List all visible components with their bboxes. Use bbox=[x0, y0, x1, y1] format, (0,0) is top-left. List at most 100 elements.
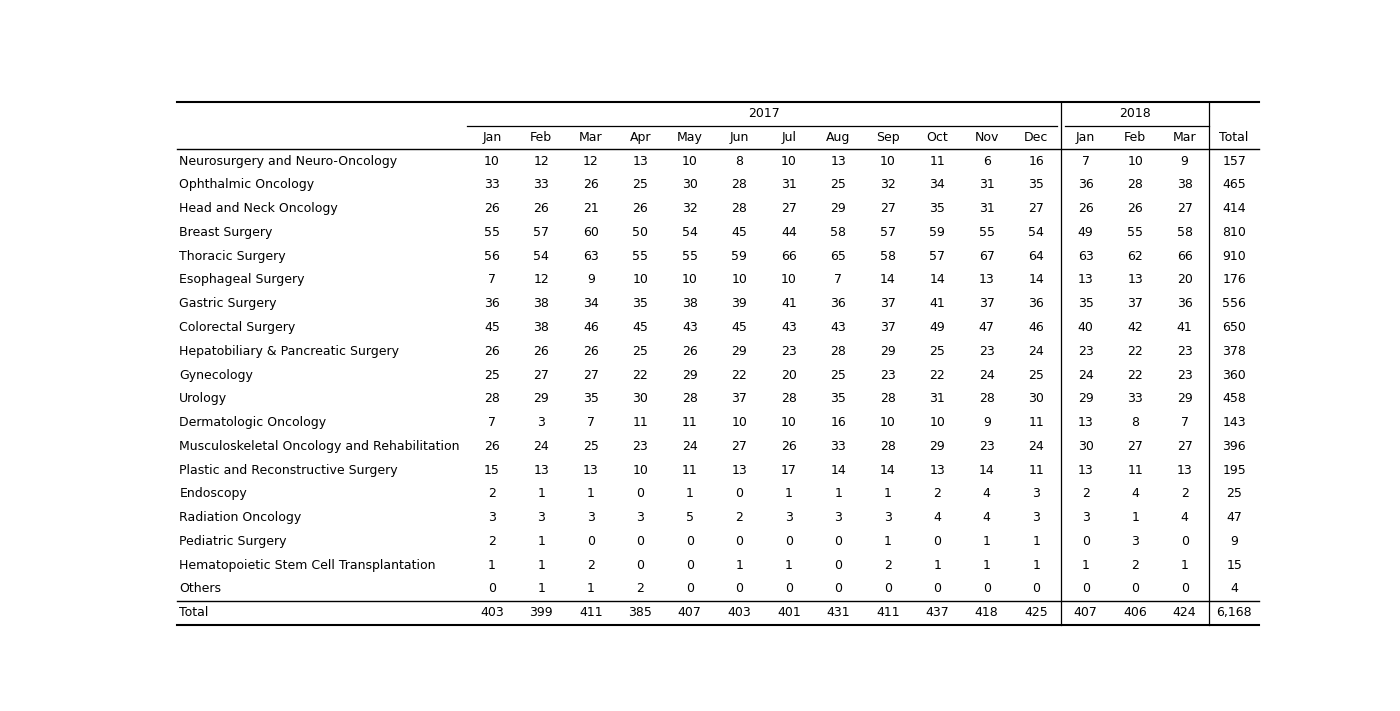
Text: 55: 55 bbox=[484, 226, 500, 239]
Text: 4: 4 bbox=[934, 511, 941, 524]
Text: 28: 28 bbox=[781, 392, 797, 405]
Text: 406: 406 bbox=[1123, 606, 1147, 619]
Text: 36: 36 bbox=[1177, 297, 1193, 310]
Text: 3: 3 bbox=[587, 511, 595, 524]
Text: 3: 3 bbox=[637, 511, 644, 524]
Text: 62: 62 bbox=[1127, 250, 1142, 263]
Text: 1: 1 bbox=[538, 559, 545, 572]
Text: 1: 1 bbox=[883, 487, 892, 501]
Text: 7: 7 bbox=[1082, 155, 1089, 168]
Text: 10: 10 bbox=[633, 274, 648, 287]
Text: Thoracic Surgery: Thoracic Surgery bbox=[179, 250, 286, 263]
Text: 418: 418 bbox=[974, 606, 998, 619]
Text: 47: 47 bbox=[979, 321, 994, 334]
Text: 14: 14 bbox=[879, 464, 896, 476]
Text: 29: 29 bbox=[930, 440, 945, 453]
Text: 6: 6 bbox=[983, 155, 991, 168]
Text: 29: 29 bbox=[879, 345, 896, 358]
Text: 3: 3 bbox=[538, 416, 545, 429]
Text: 10: 10 bbox=[731, 274, 748, 287]
Text: 23: 23 bbox=[1177, 368, 1193, 382]
Text: 1: 1 bbox=[834, 487, 843, 501]
Text: 424: 424 bbox=[1173, 606, 1197, 619]
Text: 25: 25 bbox=[830, 368, 846, 382]
Text: 58: 58 bbox=[1176, 226, 1193, 239]
Text: 4: 4 bbox=[1131, 487, 1140, 501]
Text: 49: 49 bbox=[930, 321, 945, 334]
Text: 2: 2 bbox=[1131, 559, 1140, 572]
Text: 31: 31 bbox=[979, 202, 994, 215]
Text: 2: 2 bbox=[934, 487, 941, 501]
Text: Nov: Nov bbox=[974, 131, 1000, 144]
Text: 10: 10 bbox=[879, 416, 896, 429]
Text: 10: 10 bbox=[731, 416, 748, 429]
Text: 43: 43 bbox=[682, 321, 697, 334]
Text: 13: 13 bbox=[1127, 274, 1142, 287]
Text: 13: 13 bbox=[582, 464, 599, 476]
Text: 43: 43 bbox=[781, 321, 797, 334]
Text: 176: 176 bbox=[1222, 274, 1246, 287]
Text: 1: 1 bbox=[883, 535, 892, 548]
Text: 37: 37 bbox=[1127, 297, 1144, 310]
Text: Radiation Oncology: Radiation Oncology bbox=[179, 511, 301, 524]
Text: 9: 9 bbox=[983, 416, 991, 429]
Text: 2: 2 bbox=[735, 511, 743, 524]
Text: 14: 14 bbox=[930, 274, 945, 287]
Text: 38: 38 bbox=[682, 297, 697, 310]
Text: 27: 27 bbox=[1177, 440, 1193, 453]
Text: 407: 407 bbox=[678, 606, 701, 619]
Text: 23: 23 bbox=[633, 440, 648, 453]
Text: 1: 1 bbox=[1082, 559, 1089, 572]
Text: 0: 0 bbox=[735, 582, 743, 595]
Text: 33: 33 bbox=[484, 178, 500, 191]
Text: 7: 7 bbox=[487, 416, 496, 429]
Text: 25: 25 bbox=[930, 345, 945, 358]
Text: 11: 11 bbox=[682, 416, 697, 429]
Text: 22: 22 bbox=[930, 368, 945, 382]
Text: 28: 28 bbox=[1127, 178, 1144, 191]
Text: 0: 0 bbox=[1180, 582, 1189, 595]
Text: 403: 403 bbox=[480, 606, 504, 619]
Text: Ophthalmic Oncology: Ophthalmic Oncology bbox=[179, 178, 315, 191]
Text: 35: 35 bbox=[1028, 178, 1044, 191]
Text: 27: 27 bbox=[533, 368, 549, 382]
Text: May: May bbox=[676, 131, 703, 144]
Text: 1: 1 bbox=[934, 559, 941, 572]
Text: 24: 24 bbox=[533, 440, 549, 453]
Text: 0: 0 bbox=[1032, 582, 1040, 595]
Text: 24: 24 bbox=[1029, 440, 1044, 453]
Text: 29: 29 bbox=[830, 202, 846, 215]
Text: 0: 0 bbox=[1180, 535, 1189, 548]
Text: 35: 35 bbox=[1078, 297, 1093, 310]
Text: 1: 1 bbox=[538, 535, 545, 548]
Text: 23: 23 bbox=[979, 345, 994, 358]
Text: 0: 0 bbox=[636, 487, 644, 501]
Text: 26: 26 bbox=[582, 345, 599, 358]
Text: 10: 10 bbox=[682, 274, 697, 287]
Text: 2017: 2017 bbox=[748, 107, 780, 120]
Text: 45: 45 bbox=[633, 321, 648, 334]
Text: 1: 1 bbox=[735, 559, 743, 572]
Text: 29: 29 bbox=[533, 392, 549, 405]
Text: Pediatric Surgery: Pediatric Surgery bbox=[179, 535, 287, 548]
Text: Gastric Surgery: Gastric Surgery bbox=[179, 297, 277, 310]
Text: 25: 25 bbox=[484, 368, 500, 382]
Text: 26: 26 bbox=[633, 202, 648, 215]
Text: 57: 57 bbox=[879, 226, 896, 239]
Text: 30: 30 bbox=[1028, 392, 1044, 405]
Text: 0: 0 bbox=[636, 559, 644, 572]
Text: 6,168: 6,168 bbox=[1217, 606, 1252, 619]
Text: 25: 25 bbox=[830, 178, 846, 191]
Text: 0: 0 bbox=[487, 582, 496, 595]
Text: 42: 42 bbox=[1127, 321, 1142, 334]
Text: 0: 0 bbox=[587, 535, 595, 548]
Text: 28: 28 bbox=[879, 392, 896, 405]
Text: 35: 35 bbox=[582, 392, 599, 405]
Text: 0: 0 bbox=[1131, 582, 1140, 595]
Text: Jun: Jun bbox=[729, 131, 749, 144]
Text: 26: 26 bbox=[533, 202, 549, 215]
Text: 1: 1 bbox=[983, 535, 991, 548]
Text: 1: 1 bbox=[1032, 535, 1040, 548]
Text: 3: 3 bbox=[1131, 535, 1140, 548]
Text: 36: 36 bbox=[1029, 297, 1044, 310]
